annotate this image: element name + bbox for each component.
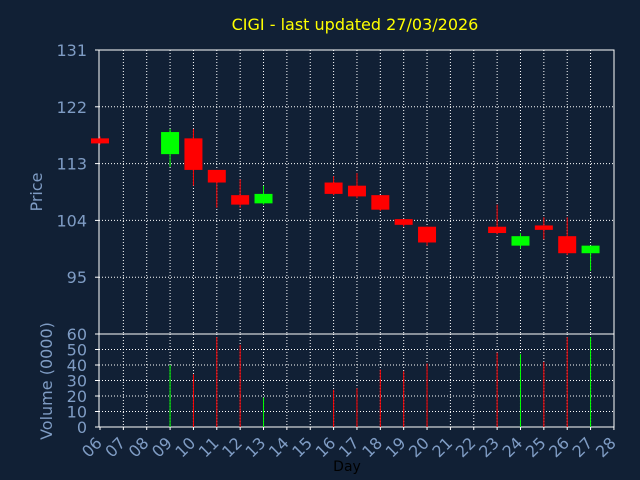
candle	[207, 169, 226, 208]
candle-body	[418, 226, 437, 243]
candle-body	[254, 193, 273, 204]
candle-body	[394, 219, 413, 225]
candle-body	[207, 169, 226, 183]
price-axis-label: Price	[27, 172, 46, 211]
candle-body	[511, 236, 530, 246]
volume-tick-label: 60	[67, 325, 87, 344]
candle	[371, 195, 390, 211]
candle-body	[371, 195, 390, 210]
candle	[418, 226, 437, 246]
price-tick-label: 122	[56, 98, 87, 117]
price-tick-label: 95	[67, 268, 87, 287]
price-candles	[91, 128, 600, 271]
volume-tick-label: 50	[67, 341, 87, 360]
price-tick-label: 113	[56, 155, 87, 174]
candle-body	[91, 138, 109, 144]
volume-tick-label: 10	[67, 403, 87, 422]
candle	[488, 204, 507, 235]
candle-body	[534, 225, 553, 230]
volume-tick-label: 20	[67, 387, 87, 406]
price-y-ticks: 95 104 113 122 131	[56, 41, 99, 287]
candle-body	[581, 245, 600, 254]
candle	[254, 185, 273, 205]
candle	[581, 245, 600, 271]
candle	[558, 217, 577, 256]
candle	[394, 219, 413, 227]
price-tick-label: 104	[56, 211, 87, 230]
x-axis-label: Day	[333, 459, 361, 475]
candle-body	[231, 195, 250, 205]
candle	[347, 173, 366, 199]
candle	[231, 179, 250, 208]
candle	[161, 128, 180, 167]
price-tick-label: 131	[56, 41, 87, 60]
candle-body	[558, 236, 577, 254]
chart-title: CIGI - last updated 27/03/2026	[232, 15, 479, 34]
x-tick-label: 28	[592, 433, 620, 461]
candle-body	[161, 132, 180, 155]
candle	[184, 128, 203, 186]
x-ticks: 0607080910111213141516171819202122232425…	[78, 427, 620, 461]
candle-body	[184, 138, 203, 170]
candle-body	[488, 226, 507, 234]
volume-bars	[169, 337, 592, 427]
candle-body	[324, 182, 343, 194]
candle	[534, 217, 553, 240]
volume-tick-label: 40	[67, 356, 87, 375]
volume-tick-label: 30	[67, 372, 87, 391]
candle	[324, 176, 343, 196]
candle-body	[347, 185, 366, 197]
volume-tick-label: 0	[77, 418, 87, 437]
volume-axis-label: Volume (0000)	[37, 322, 56, 440]
candle	[91, 136, 109, 145]
candle	[511, 233, 530, 249]
